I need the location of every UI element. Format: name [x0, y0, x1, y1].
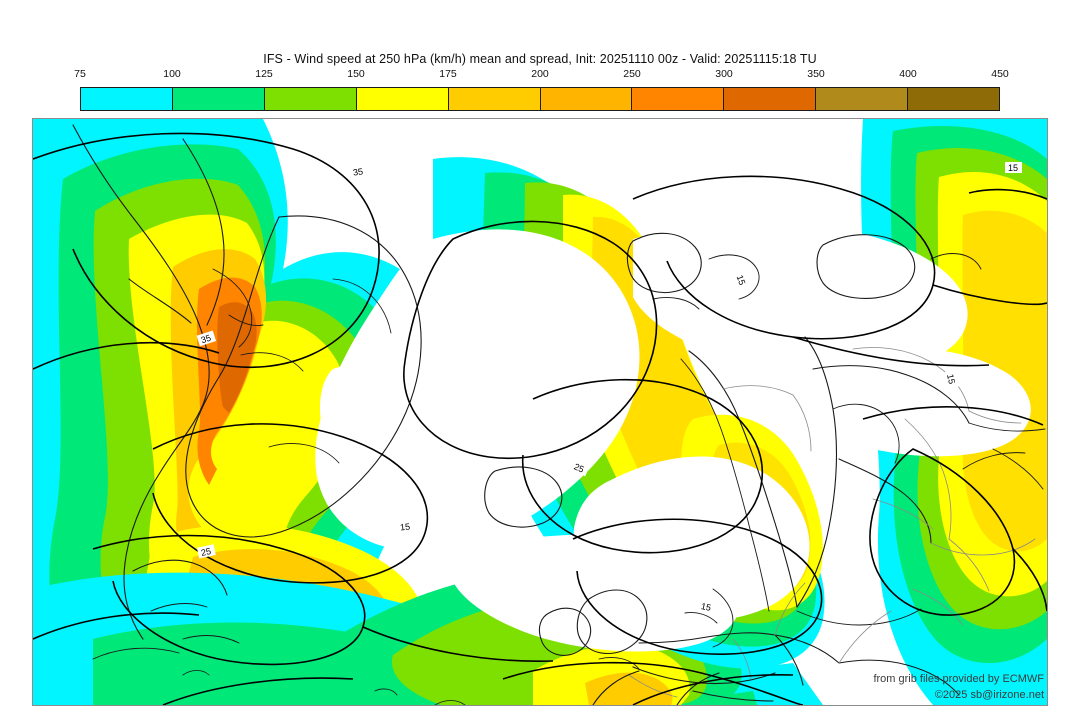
- region-below-threshold-southcentral: [449, 534, 739, 652]
- colorbar-segment-7: [724, 88, 817, 110]
- colorbar-tick-3: 150: [347, 68, 365, 80]
- colorbar-tick-labels: 75 100 125 150 175 200 250 300 350 400 4…: [74, 68, 1009, 84]
- map-contour-labels: 35 35 25 25 15: [196, 162, 1022, 614]
- contour-label-35b: 35: [352, 166, 363, 177]
- contour-label-15b: 15: [945, 373, 957, 385]
- colorbar-tick-5: 200: [531, 68, 549, 80]
- contour-label-15c: 15: [1008, 163, 1018, 173]
- colorbar-tick-9: 400: [899, 68, 917, 80]
- region-below-threshold-ne: [798, 347, 1031, 457]
- colorbar-tick-0: 75: [74, 68, 86, 80]
- contour-label-25b: 25: [572, 461, 585, 474]
- colorbar-tick-8: 350: [807, 68, 825, 80]
- contour-label-15e: 15: [399, 522, 410, 533]
- colorbar: 75 100 125 150 175 200 250 300 350 400 4…: [74, 68, 1009, 113]
- colorbar-segment-3: [356, 88, 449, 110]
- colorbar-tick-6: 250: [623, 68, 641, 80]
- colorbar-tick-2: 125: [255, 68, 273, 80]
- map-shading-layer: [33, 119, 1047, 705]
- colorbar-segment-5: [540, 88, 633, 110]
- colorbar-segment-1: [172, 88, 265, 110]
- page-title: IFS - Wind speed at 250 hPa (km/h) mean …: [263, 52, 817, 66]
- contour-label-15d: 15: [700, 601, 712, 613]
- colorbar-segment-8: [816, 88, 909, 110]
- colorbar-tick-10: 450: [991, 68, 1009, 80]
- region-below-threshold-north: [633, 221, 968, 375]
- contour-label-15a: 15: [735, 274, 748, 287]
- map-coastline-layer: [72, 124, 1046, 705]
- colorbar-segment-2: [264, 88, 357, 110]
- colorbar-tick-7: 300: [715, 68, 733, 80]
- colorbar-segment-0: [81, 88, 173, 110]
- region-below-threshold-center: [315, 229, 640, 552]
- colorbar-segment-4: [448, 88, 541, 110]
- map-spread-contours: [33, 132, 1047, 705]
- colorbar-segment-9: [908, 88, 1000, 110]
- colorbar-segment-6: [632, 88, 725, 110]
- band-darkorange-west: [217, 302, 257, 413]
- contour-label-25a: 25: [200, 546, 212, 558]
- colorbar-tick-1: 100: [163, 68, 181, 80]
- contour-label-35a: 35: [200, 333, 213, 346]
- map-panel: 35 35 25 25 15: [32, 118, 1048, 706]
- colorbar-gradient: [80, 87, 1000, 111]
- colorbar-tick-4: 175: [439, 68, 457, 80]
